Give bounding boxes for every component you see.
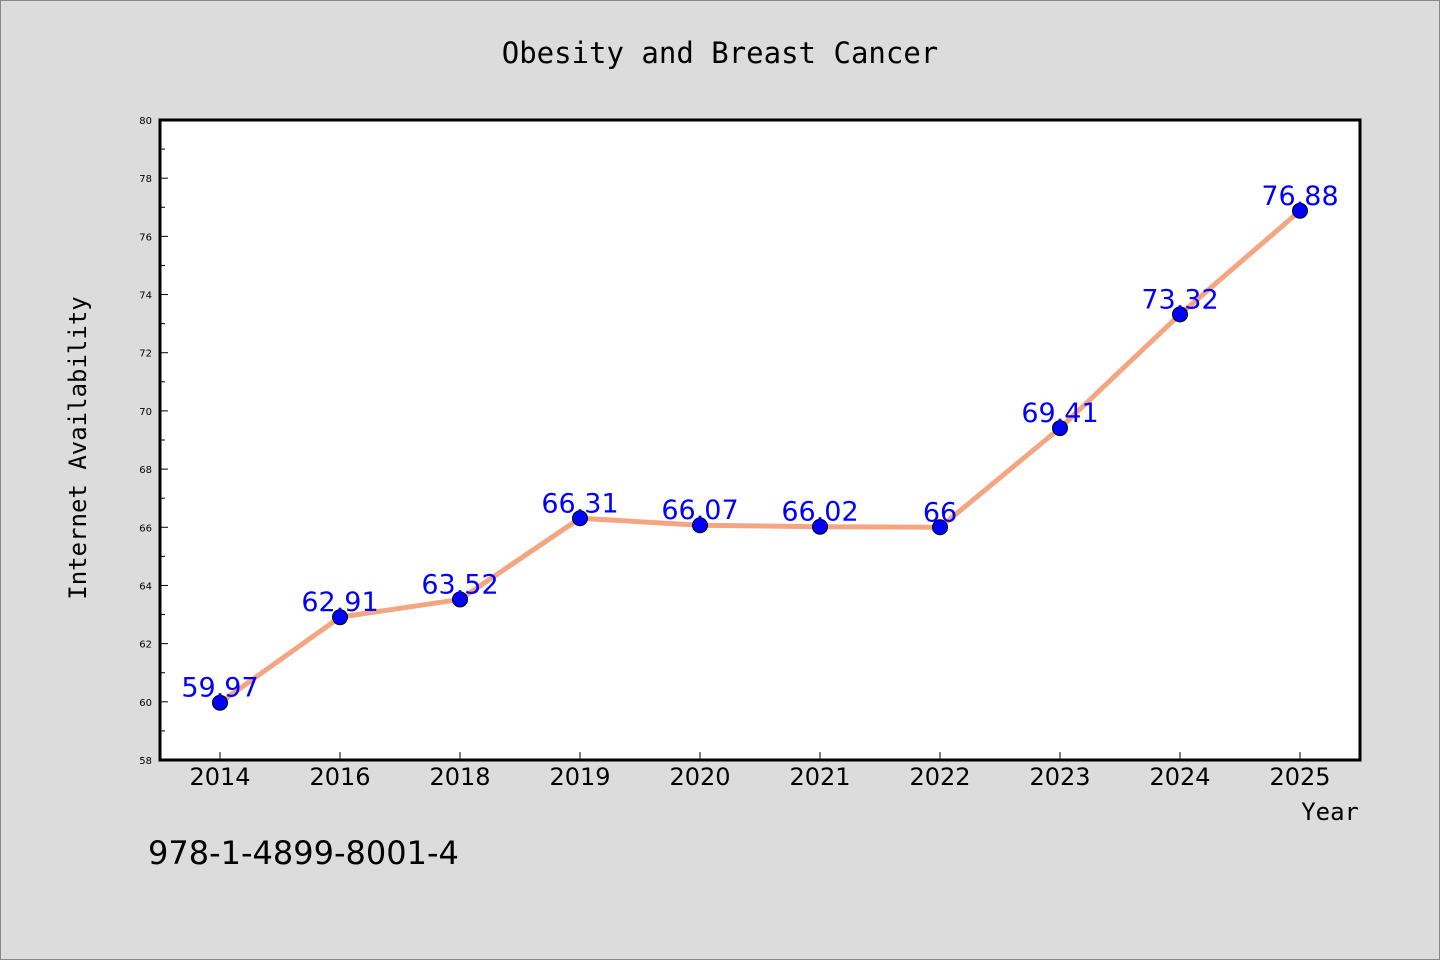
y-tick-label: 64 xyxy=(139,581,152,592)
data-point xyxy=(332,609,348,626)
x-axis: 2014 2016 2018 2019 2020 2021 2022 2023 2024 2025 xyxy=(189,752,1331,791)
y-tick-label: 72 xyxy=(139,349,152,360)
x-axis-label: Year xyxy=(1301,798,1359,826)
x-tick-label: 2023 xyxy=(1029,763,1090,791)
data-label: 59.97 xyxy=(181,673,258,704)
data-point xyxy=(1172,306,1188,323)
y-tick-label: 58 xyxy=(139,756,152,767)
y-tick-label: 66 xyxy=(139,523,152,534)
x-tick-label: 2014 xyxy=(189,763,250,791)
data-point xyxy=(692,517,708,534)
chart-title: Obesity and Breast Cancer xyxy=(502,36,939,70)
data-label: 73.32 xyxy=(1141,284,1218,315)
x-tick-label: 2018 xyxy=(429,763,490,791)
data-point xyxy=(1292,202,1308,219)
y-tick-label: 78 xyxy=(139,174,152,185)
y-tick-label: 60 xyxy=(139,698,152,709)
y-tick-label: 70 xyxy=(139,407,152,418)
data-point xyxy=(932,519,948,536)
x-tick-label: 2021 xyxy=(789,763,850,791)
data-label: 66 xyxy=(923,497,957,528)
data-label: 76.88 xyxy=(1261,181,1338,212)
data-point xyxy=(212,694,228,711)
data-label: 66.31 xyxy=(541,488,618,519)
x-tick-label: 2024 xyxy=(1149,763,1210,791)
y-tick-label: 74 xyxy=(139,291,152,302)
isbn-annotation: 978-1-4899-8001-4 xyxy=(148,834,459,872)
y-axis-label: Internet Availability xyxy=(64,296,92,599)
x-tick-label: 2025 xyxy=(1269,763,1330,791)
data-point xyxy=(572,510,588,527)
y-axis: 58 60 62 64 66 68 70 72 74 76 78 80 xyxy=(139,116,168,767)
y-tick-label: 80 xyxy=(139,116,152,127)
data-label: 69.41 xyxy=(1021,398,1098,429)
x-tick-label: 2022 xyxy=(909,763,970,791)
plot-frame xyxy=(158,118,1362,762)
x-tick-label: 2020 xyxy=(669,763,730,791)
y-tick-label: 76 xyxy=(139,232,152,243)
data-point xyxy=(452,591,468,608)
y-tick-label: 68 xyxy=(139,465,152,476)
data-label: 62.91 xyxy=(301,587,378,618)
data-label: 63.52 xyxy=(421,569,498,600)
series-layer: 59.97 62.91 63.52 66.31 66.07 66.02 66 69.41 73.… xyxy=(181,181,1339,711)
series-line xyxy=(217,208,1303,706)
data-point xyxy=(1052,420,1068,437)
x-tick-label: 2016 xyxy=(309,763,370,791)
y-tick-label: 62 xyxy=(139,640,152,651)
plot-area xyxy=(160,120,1360,760)
data-label: 66.07 xyxy=(661,495,738,526)
data-label: 66.02 xyxy=(781,497,858,528)
data-point xyxy=(812,518,828,535)
x-tick-label: 2019 xyxy=(549,763,610,791)
